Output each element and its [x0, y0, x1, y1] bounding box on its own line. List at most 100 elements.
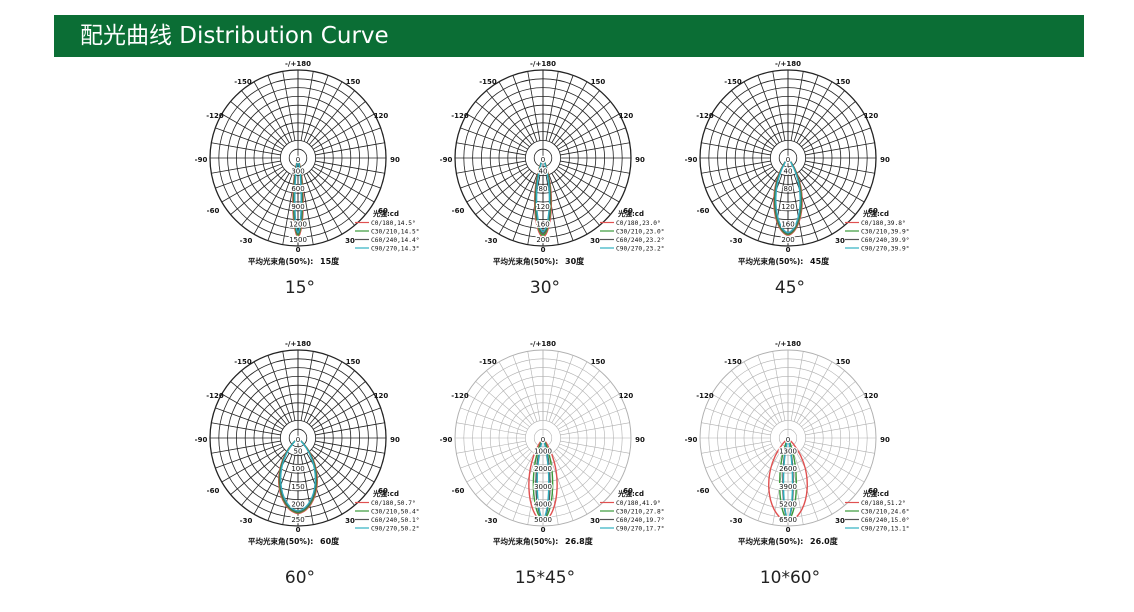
grid-spoke	[498, 81, 535, 143]
intensity-unit: 光强:cd	[372, 209, 399, 218]
legend-entry: C0/180,41.9°	[616, 499, 661, 507]
polar-plot: 0 50 100 150 200 250 -/+180 -150 150 -120 120 -90 90…	[195, 340, 420, 546]
grid-spoke	[466, 166, 528, 203]
ring-label: 50	[294, 448, 303, 456]
legend-entry: C90/270,50.2°	[371, 525, 419, 533]
grid-spoke	[300, 71, 314, 141]
ring-label: 1500	[289, 236, 307, 244]
angle-label: -30	[730, 237, 743, 245]
grid-spoke	[456, 440, 526, 454]
grid-spoke	[460, 163, 527, 189]
angle-label: -120	[696, 392, 714, 400]
beam-angle-label: 平均光束角(50%):	[493, 536, 558, 546]
angle-label: -30	[485, 517, 498, 525]
grid-spoke	[512, 454, 538, 521]
ring-label: 40	[539, 168, 548, 176]
grid-spoke	[314, 407, 381, 433]
grid-spoke	[801, 169, 856, 215]
angle-label: -/+180	[285, 340, 311, 348]
grid-spoke	[241, 90, 287, 145]
grid-spoke	[705, 163, 772, 189]
grid-spoke	[803, 393, 865, 430]
ring-label: 0	[541, 436, 545, 444]
polar-plot: 0 1300 2600 3900 5200 6500 -/+180 -150 150 -120 12…	[685, 340, 910, 546]
grid-spoke	[466, 393, 528, 430]
angle-label: 120	[619, 112, 634, 120]
angle-label: 0	[786, 526, 791, 534]
ring-label: 5200	[779, 500, 797, 508]
chart-caption: 10*60°	[759, 568, 821, 588]
grid-spoke	[548, 75, 574, 142]
grid-spoke	[803, 113, 865, 150]
grid-spoke	[306, 173, 343, 235]
grid-spoke	[315, 142, 385, 156]
grid-spoke	[309, 171, 355, 226]
beam-angle-label: 平均光束角(50%):	[738, 536, 803, 546]
grid-spoke	[796, 453, 833, 515]
beam-angle-label: 平均光束角(50%):	[493, 256, 558, 266]
legend-entry: C90/270,13.1°	[861, 525, 909, 533]
grid-spoke	[793, 355, 819, 422]
grid-spoke	[211, 160, 281, 174]
grid-spoke	[512, 355, 538, 422]
grid-spoke	[314, 163, 381, 189]
legend-entry: C60/240,15.0°	[861, 516, 909, 524]
ring-label: 6500	[779, 516, 797, 524]
curve-c90	[775, 156, 801, 234]
legend-entry: C0/180,23.0°	[616, 219, 661, 227]
angle-label: 0	[786, 246, 791, 254]
angle-label: 0	[541, 246, 546, 254]
beam-angle-value: 26.8度	[565, 536, 594, 546]
ring-label: 80	[539, 185, 548, 193]
angle-label: 120	[374, 392, 389, 400]
angle-label: 0	[296, 246, 301, 254]
grid-spoke	[804, 407, 871, 433]
grid-spoke	[743, 81, 780, 143]
grid-spoke	[267, 174, 293, 241]
legend-entry: C60/240,19.7°	[616, 516, 664, 524]
grid-spoke	[701, 422, 771, 436]
grid-spoke	[486, 171, 532, 226]
grid-spoke	[804, 127, 871, 153]
angle-label: -150	[234, 78, 252, 86]
intensity-unit: 光强:cd	[617, 209, 644, 218]
grid-spoke	[315, 422, 385, 436]
grid-spoke	[527, 71, 541, 141]
angle-label: 30	[345, 237, 355, 245]
angle-label: 150	[346, 358, 361, 366]
chart-caption: 60°	[284, 568, 316, 588]
grid-spoke	[230, 101, 285, 147]
grid-spoke	[315, 440, 385, 454]
angle-label: 90	[390, 436, 400, 444]
grid-spoke	[486, 90, 532, 145]
angle-label: -120	[451, 392, 469, 400]
legend-entry: C30/210,50.4°	[371, 508, 419, 516]
angle-label: -90	[685, 156, 698, 164]
grid-spoke	[267, 75, 293, 142]
legend-entry: C60/240,50.1°	[371, 516, 419, 524]
ring-label: 2600	[779, 465, 797, 473]
chart-caption: 45°	[774, 278, 806, 298]
angle-label: 150	[836, 78, 851, 86]
grid-spoke	[803, 446, 865, 483]
angle-label: 120	[864, 392, 879, 400]
grid-spoke	[554, 370, 600, 425]
grid-spoke	[559, 127, 626, 153]
grid-spoke	[554, 171, 600, 226]
ring-label: 0	[786, 436, 790, 444]
ring-label: 80	[784, 185, 793, 193]
grid-spoke	[801, 449, 856, 495]
grid-spoke	[311, 169, 366, 215]
angle-label: 60	[868, 207, 878, 215]
angle-label: -90	[195, 436, 208, 444]
grid-spoke	[253, 361, 290, 423]
ring-label: 160	[536, 220, 549, 228]
grid-spoke	[560, 160, 630, 174]
polar-plot: 0 40 80 120 160 200 -/+180 -150 150 -120 120 -90 90 -…	[685, 60, 910, 266]
grid-spoke	[801, 101, 856, 147]
grid-spoke	[221, 393, 283, 430]
grid-spoke	[560, 440, 630, 454]
ring-label: 160	[781, 220, 794, 228]
chart-caption: 15*45°	[514, 568, 576, 588]
angle-label: -150	[479, 358, 497, 366]
